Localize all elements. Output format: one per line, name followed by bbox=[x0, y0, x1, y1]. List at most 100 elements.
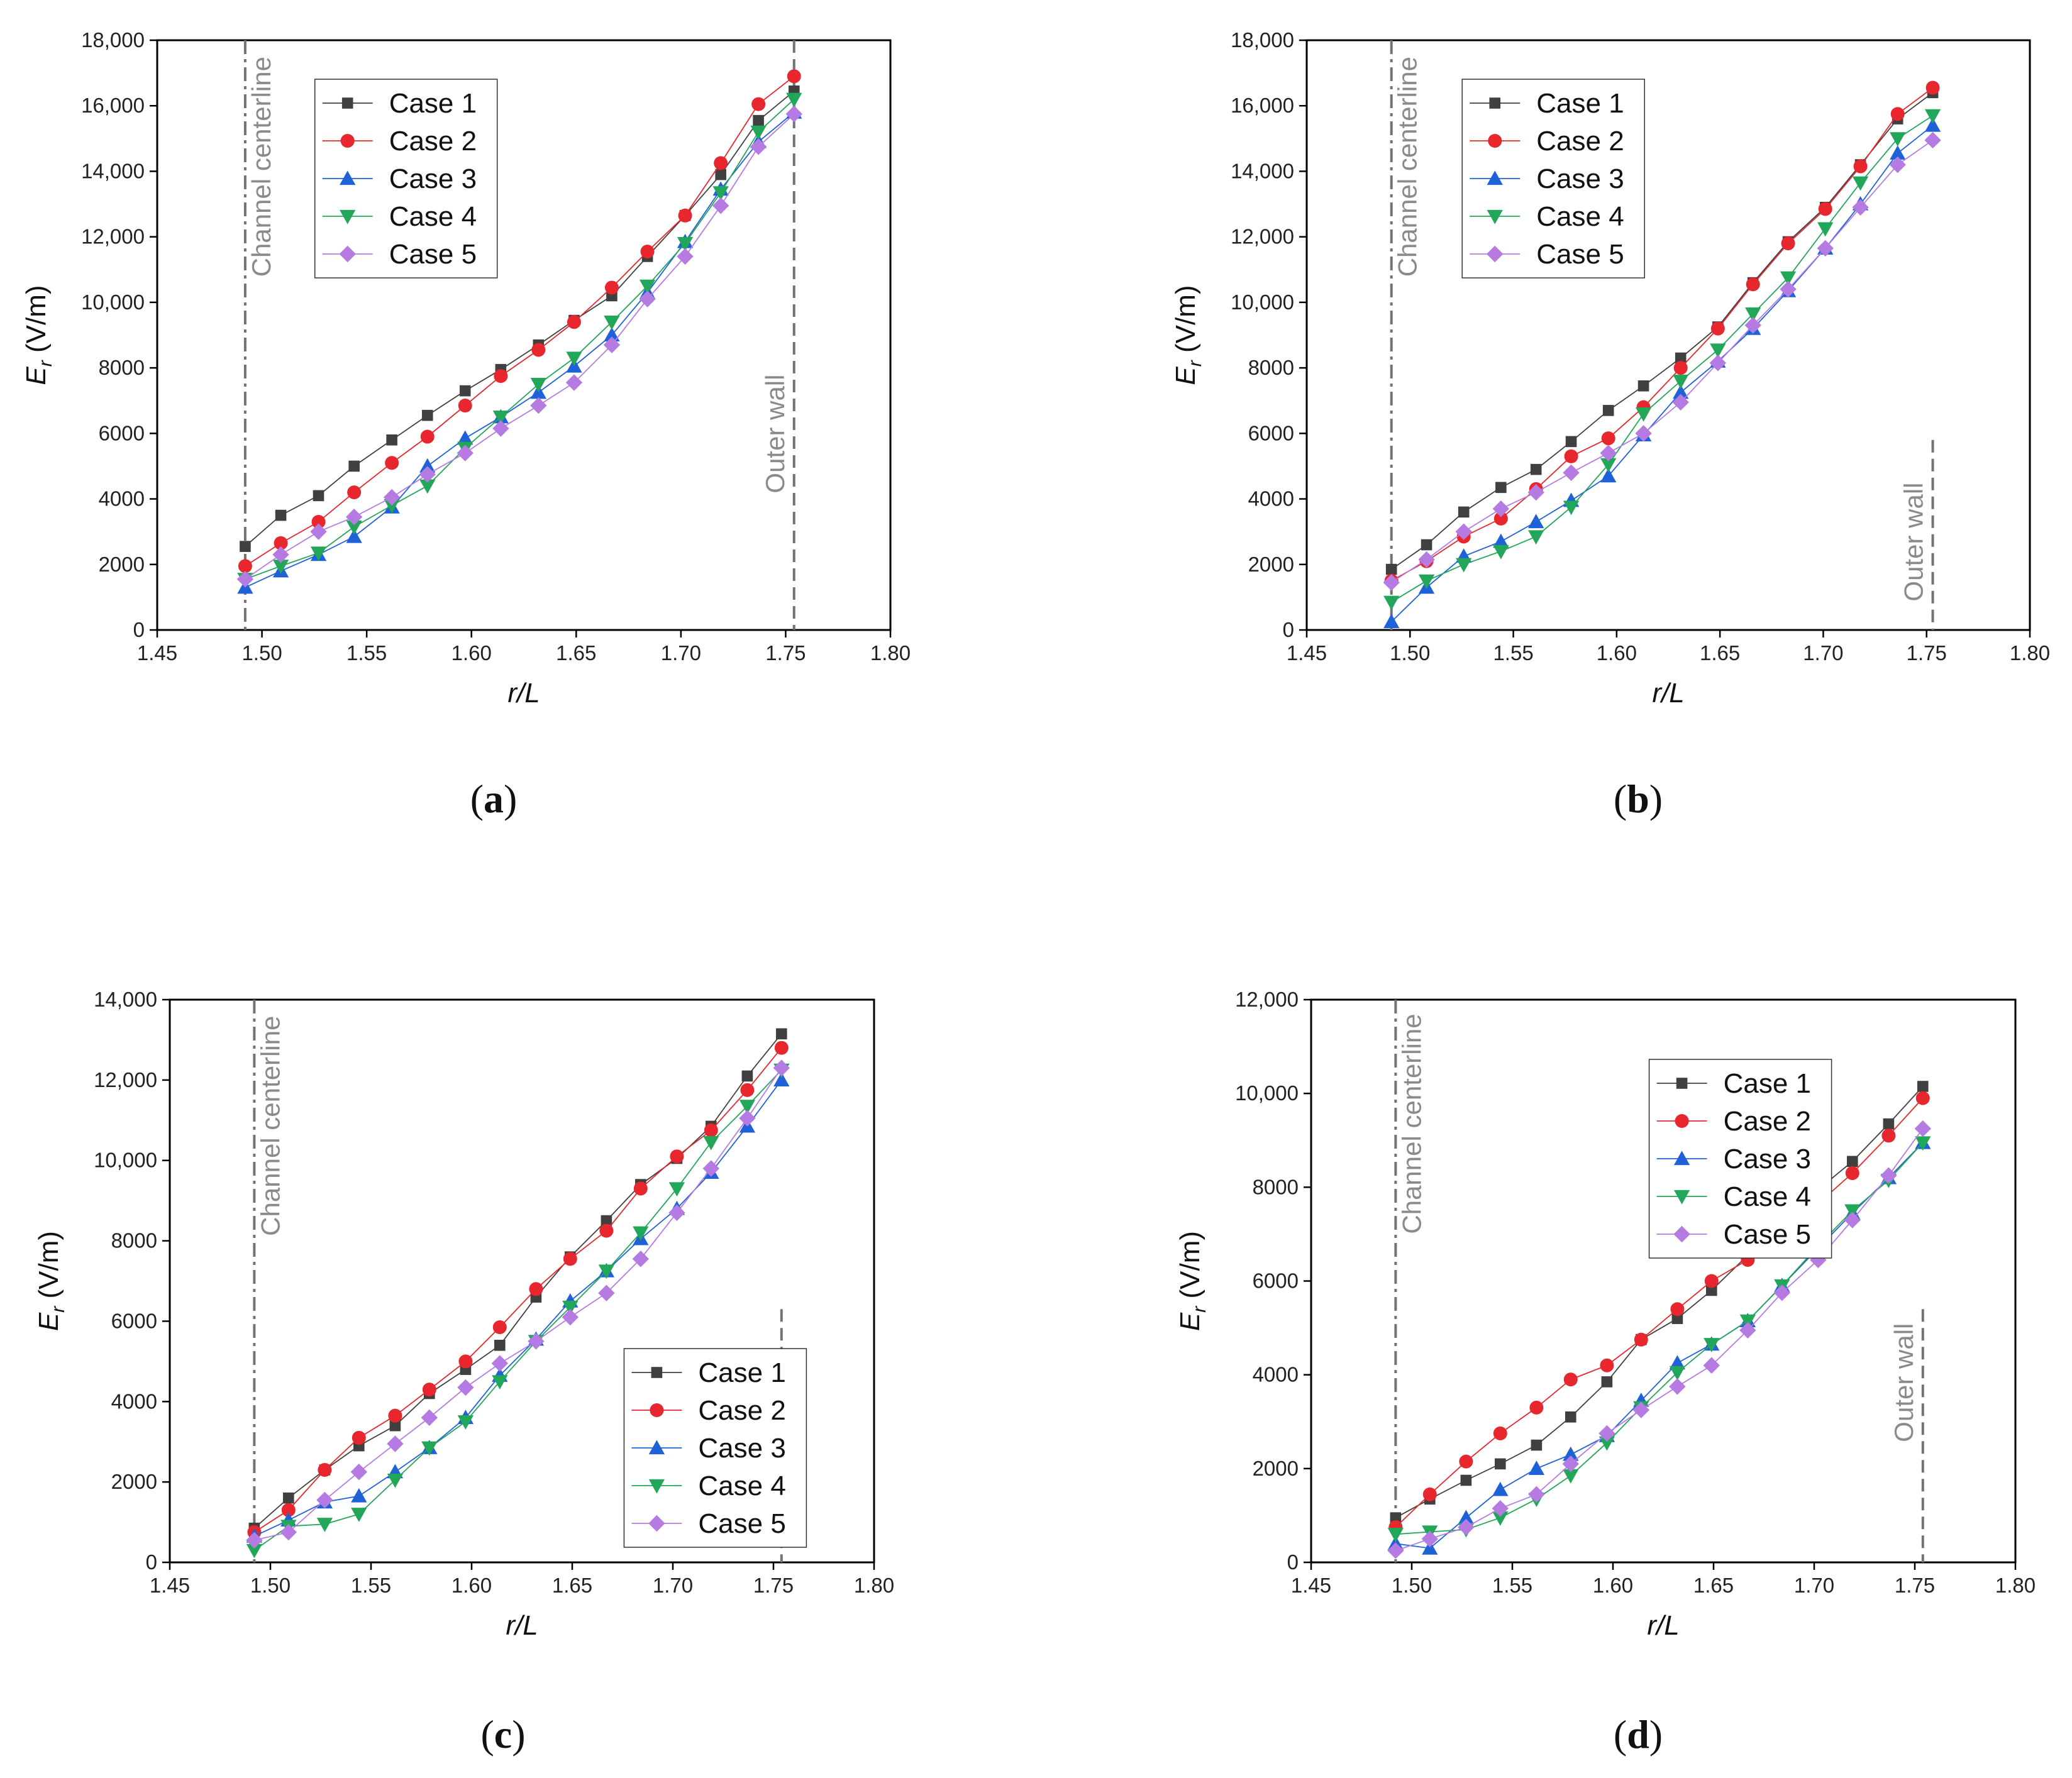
data-point bbox=[275, 509, 287, 521]
data-point bbox=[1637, 380, 1649, 392]
data-point bbox=[1890, 132, 1906, 146]
data-point bbox=[1563, 1469, 1579, 1484]
data-point bbox=[1780, 280, 1797, 298]
data-point bbox=[492, 1320, 507, 1335]
data-point bbox=[1780, 271, 1797, 286]
data-point bbox=[351, 1508, 367, 1522]
data-point bbox=[1563, 1446, 1579, 1461]
data-point bbox=[1390, 1512, 1402, 1523]
data-point bbox=[1710, 321, 1725, 336]
data-point bbox=[1924, 109, 1941, 124]
data-point bbox=[350, 1463, 367, 1481]
y-axis-subscript: r bbox=[1189, 1306, 1210, 1313]
data-point bbox=[1889, 156, 1906, 174]
x-tick-label: 1.45 bbox=[1291, 1574, 1331, 1597]
data-point bbox=[1383, 595, 1400, 610]
data-point bbox=[678, 208, 692, 223]
legend-marker bbox=[1673, 1190, 1690, 1205]
x-axis-title: r/L bbox=[1652, 678, 1684, 709]
data-point bbox=[1492, 1481, 1509, 1496]
y-tick-label: 10,000 bbox=[1235, 1081, 1299, 1105]
outer-wall-label: Outer wall bbox=[1899, 483, 1929, 602]
legend-marker bbox=[651, 1367, 663, 1378]
legend-marker bbox=[648, 1515, 665, 1532]
data-point bbox=[565, 374, 583, 391]
x-tick-label: 1.60 bbox=[452, 1574, 492, 1597]
data-point bbox=[1915, 1091, 1930, 1105]
series-line bbox=[1391, 140, 1934, 583]
plot-frame bbox=[1305, 39, 2031, 631]
legend-marker bbox=[1487, 170, 1503, 185]
data-point bbox=[1383, 574, 1400, 591]
x-tick-label: 1.75 bbox=[1907, 641, 1947, 665]
data-point bbox=[457, 430, 474, 445]
data-point bbox=[751, 97, 766, 111]
legend-marker bbox=[340, 170, 356, 185]
y-axis-title: Er (V/m) bbox=[33, 1231, 69, 1331]
series-5 bbox=[1387, 1120, 1931, 1559]
data-point bbox=[457, 444, 474, 461]
y-axis-title: Er (V/m) bbox=[1175, 1231, 1210, 1331]
data-point bbox=[603, 336, 621, 353]
outer-wall-label: Outer wall bbox=[1889, 1323, 1919, 1442]
data-point bbox=[457, 1379, 474, 1396]
x-tick-label: 1.70 bbox=[1794, 1574, 1834, 1597]
chart-panel-b: 1.45 1.50 1.55 1.60 1.65 1.70 1.75 1.80 0 2000 400… bbox=[1170, 28, 2050, 821]
x-tick-label: 1.50 bbox=[1390, 641, 1430, 665]
data-point bbox=[311, 515, 326, 529]
data-point bbox=[272, 560, 289, 575]
data-point bbox=[714, 156, 728, 170]
data-point bbox=[348, 460, 360, 472]
data-point bbox=[1528, 514, 1544, 529]
data-point bbox=[1565, 436, 1577, 448]
x-tick-label: 1.50 bbox=[250, 1574, 291, 1597]
y-tick-label: 8000 bbox=[99, 356, 145, 379]
data-point bbox=[562, 1300, 579, 1315]
data-point bbox=[1456, 558, 1472, 573]
data-point bbox=[702, 1160, 719, 1177]
data-point bbox=[1495, 482, 1507, 494]
data-point bbox=[1455, 523, 1472, 540]
legend-label: Case 2 bbox=[698, 1395, 785, 1426]
x-tick-label: 1.65 bbox=[1693, 1574, 1734, 1597]
series-4 bbox=[237, 92, 802, 587]
data-point bbox=[1495, 1458, 1506, 1470]
series-5 bbox=[246, 1059, 790, 1549]
data-point bbox=[566, 351, 582, 367]
series-line bbox=[1395, 1128, 1924, 1552]
data-point bbox=[1458, 1510, 1475, 1525]
data-point bbox=[677, 248, 694, 265]
data-point bbox=[704, 1123, 718, 1137]
x-tick-label: 1.55 bbox=[1492, 1574, 1532, 1597]
data-point bbox=[1739, 1314, 1756, 1329]
legend-label: Case 3 bbox=[1724, 1144, 1811, 1174]
data-point bbox=[1744, 317, 1761, 334]
x-tick-label: 1.55 bbox=[346, 641, 387, 665]
y-tick-label: 14,000 bbox=[81, 159, 145, 182]
data-point bbox=[640, 245, 655, 259]
y-tick-label: 16,000 bbox=[81, 94, 145, 117]
data-point bbox=[1915, 1136, 1931, 1151]
data-point bbox=[1852, 176, 1869, 191]
data-point bbox=[389, 1420, 401, 1432]
data-point bbox=[236, 571, 254, 588]
chart-panel-d: 1.45 1.50 1.55 1.60 1.65 1.70 1.75 1.80 0 2000 400… bbox=[1175, 988, 2036, 1757]
legend: Case 1 Case 2 Case 3 Case 4 Case 5 bbox=[1461, 79, 1645, 279]
legend-marker bbox=[1676, 1078, 1688, 1089]
x-tick-label: 1.45 bbox=[137, 641, 177, 665]
data-point bbox=[1421, 1530, 1438, 1547]
legend-label: Case 1 bbox=[1724, 1068, 1811, 1099]
data-point bbox=[386, 434, 397, 446]
y-tick-label: 8000 bbox=[111, 1229, 157, 1252]
x-tick-label: 1.65 bbox=[1700, 641, 1740, 665]
data-point bbox=[604, 316, 620, 330]
data-point bbox=[420, 429, 435, 444]
data-point bbox=[1492, 1511, 1509, 1526]
series-line bbox=[1391, 115, 1934, 603]
legend-marker bbox=[1487, 209, 1503, 224]
y-tick-label: 0 bbox=[146, 1550, 157, 1574]
data-point bbox=[1673, 361, 1688, 375]
legend-label: Case 5 bbox=[698, 1508, 785, 1539]
data-point bbox=[419, 466, 436, 483]
y-tick-label: 4000 bbox=[1248, 487, 1294, 511]
